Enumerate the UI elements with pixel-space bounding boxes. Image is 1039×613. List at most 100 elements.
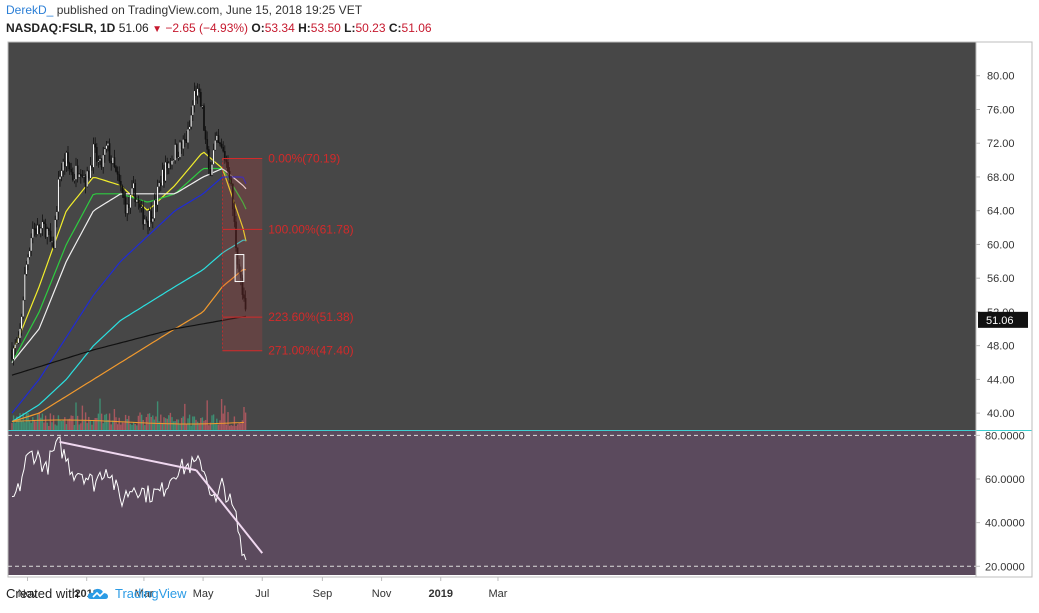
candle-body [225, 160, 228, 163]
last-price-label: 51.06 [986, 315, 1014, 327]
volume-bar [78, 424, 80, 430]
volume-bar [243, 406, 245, 430]
high-label: H: [298, 21, 311, 35]
candle-body [11, 349, 13, 360]
volume-bar [235, 425, 237, 430]
time-tick-label: Sep [313, 588, 333, 600]
candle-body [204, 130, 207, 140]
volume-bar [35, 421, 37, 430]
volume-bar [64, 417, 66, 430]
candle-body [182, 139, 185, 149]
candle-body [177, 156, 180, 159]
candle-body [193, 90, 196, 106]
candle-body [97, 160, 100, 162]
volume-bar [204, 419, 207, 430]
time-tick-label: Mar [488, 588, 507, 600]
time-tick-label: May [193, 588, 214, 600]
price-tick-label: 68.00 [987, 172, 1015, 184]
volume-bar [12, 415, 15, 430]
candle-body [180, 142, 183, 149]
candle-body [148, 210, 151, 228]
volume-bar [41, 413, 44, 430]
published-text: published on TradingView.com, June 15, 2… [56, 3, 363, 17]
close-value: 51.06 [401, 21, 432, 35]
volume-bar [96, 418, 98, 430]
candle-body [183, 139, 186, 141]
candle-body [203, 105, 205, 131]
candle-body [62, 161, 65, 171]
candle-body [17, 337, 20, 344]
candle-body [59, 176, 61, 180]
volume-bar [99, 398, 101, 430]
candle-body [95, 147, 98, 162]
candle-body [81, 175, 84, 177]
footer: Created with TradingView [6, 586, 187, 601]
candle-body [236, 247, 239, 265]
candle-body [23, 274, 26, 301]
tradingview-link[interactable]: TradingView [114, 586, 187, 601]
candle-body [129, 194, 132, 208]
volume-bar [72, 415, 74, 430]
volume-bar [20, 421, 23, 430]
candle-body [199, 92, 202, 107]
candle-body [25, 264, 28, 275]
candle-body [43, 221, 45, 225]
volume-bar [139, 412, 141, 430]
volume-bar [14, 422, 16, 430]
candle-body [161, 169, 164, 186]
time-tick-label: Nov [18, 588, 38, 600]
volume-bar [219, 420, 221, 430]
last-price-tag [978, 311, 1028, 328]
candle-body [131, 188, 133, 195]
candle-body [158, 182, 161, 187]
open-value: 53.34 [264, 21, 295, 35]
author-link[interactable]: DerekD_ [6, 3, 54, 17]
volume-bar [244, 412, 247, 430]
volume-bar [54, 424, 56, 430]
candle-body [84, 175, 87, 187]
candle-body [49, 230, 52, 242]
candle-body [134, 183, 137, 203]
rsi-trendline[interactable] [195, 469, 264, 554]
candle-body [209, 168, 212, 176]
volume-bar [214, 423, 216, 430]
volume-bar [160, 414, 162, 430]
volume-bar [100, 413, 103, 430]
candle-body [38, 225, 41, 234]
volume-bar [36, 414, 39, 430]
volume-bar [168, 415, 170, 430]
candle-body [135, 199, 138, 203]
candle-body [55, 211, 58, 221]
volume-bar [190, 425, 192, 430]
candle-body [153, 200, 156, 219]
candle-body [35, 228, 37, 235]
candle-body [220, 143, 223, 148]
volume-bar [152, 415, 154, 430]
volume-bar [43, 422, 45, 430]
candle-body [87, 170, 90, 179]
close-label: C: [388, 21, 402, 35]
candle-body [223, 151, 226, 161]
volume-bar [232, 425, 234, 430]
candle-body [185, 139, 188, 143]
candle-body [169, 162, 172, 165]
rsi-tick-label: 40.0000 [985, 518, 1025, 530]
candle-body [201, 105, 204, 107]
candle-body [99, 158, 101, 161]
moving-average-orange [11, 269, 246, 423]
volume-bar [211, 415, 213, 430]
candle-body [111, 157, 114, 164]
candle-body [214, 140, 217, 151]
price-tick-label: 64.00 [987, 206, 1015, 218]
candle-body [190, 114, 193, 128]
volume-bar [56, 425, 58, 430]
rsi-trendline[interactable] [59, 440, 197, 472]
volume-bar [17, 418, 20, 430]
volume-bar [120, 424, 122, 430]
volume-bar [48, 425, 50, 430]
candle-body [155, 200, 157, 206]
candle-body [191, 105, 194, 116]
candle-body [142, 206, 145, 225]
candle-body [79, 174, 82, 176]
